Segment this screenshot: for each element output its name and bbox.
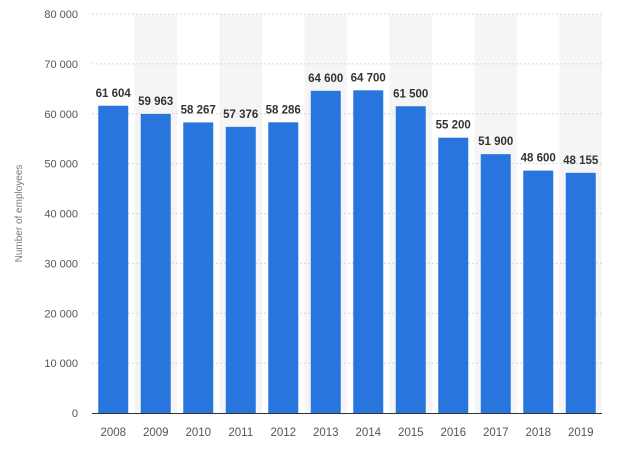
x-tick-label-2015: 2015 <box>398 427 424 439</box>
y-tick-label: 50 000 <box>44 159 78 171</box>
data-label-2010: 58 267 <box>181 104 216 116</box>
x-tick-label-2010: 2010 <box>185 427 211 439</box>
data-label-2008: 61 604 <box>96 88 132 100</box>
x-tick-label-2019: 2019 <box>568 427 594 439</box>
bar-2010 <box>183 122 214 413</box>
bar-2019 <box>565 172 596 413</box>
bar-2017 <box>480 154 511 413</box>
bars <box>98 90 596 414</box>
bar-2012 <box>268 122 299 413</box>
y-tick-label: 60 000 <box>44 109 78 121</box>
x-tick-label-2018: 2018 <box>525 427 551 439</box>
x-tick-label-2012: 2012 <box>270 427 296 439</box>
x-tick-label-2014: 2014 <box>355 427 381 439</box>
y-tick-label: 70 000 <box>44 59 78 71</box>
x-tick-label-2017: 2017 <box>483 427 509 439</box>
bar-2009 <box>140 113 171 413</box>
bar-2008 <box>98 105 129 413</box>
data-label-2014: 64 700 <box>351 72 386 84</box>
x-tick-label-2008: 2008 <box>100 427 126 439</box>
y-tick-label: 10 000 <box>44 358 78 370</box>
bar-2014 <box>353 90 384 413</box>
y-tick-label: 80 000 <box>44 9 78 21</box>
bar-2018 <box>523 170 554 413</box>
data-label-2011: 57 376 <box>223 109 258 121</box>
y-tick-label: 30 000 <box>44 258 78 270</box>
data-label-2012: 58 286 <box>266 104 301 116</box>
y-axis-tick-labels: 0 10 000 20 000 30 000 40 000 50 000 60 000 70 … <box>44 9 78 420</box>
x-tick-label-2011: 2011 <box>228 427 253 439</box>
bar-2015 <box>395 106 426 414</box>
x-axis-tick-labels: 2008 2009 2010 2011 2012 2013 2014 2015 2016 2017… <box>100 427 593 439</box>
bar-2011 <box>225 126 256 414</box>
data-label-2019: 48 155 <box>563 155 599 167</box>
data-label-2018: 48 600 <box>521 153 556 165</box>
x-tick-label-2009: 2009 <box>143 427 169 439</box>
data-label-2015: 61 500 <box>393 88 428 100</box>
y-tick-label: 40 000 <box>44 209 78 221</box>
y-tick-label: 20 000 <box>44 308 78 320</box>
bar-2013 <box>310 90 341 414</box>
y-tick-label: 0 <box>72 408 78 420</box>
y-axis-title: Number of employees <box>14 165 25 263</box>
x-tick-label-2013: 2013 <box>313 427 339 439</box>
data-label-2017: 51 900 <box>478 136 513 148</box>
data-label-2016: 55 200 <box>436 120 471 132</box>
grid-lines <box>92 13 602 364</box>
x-tick-label-2016: 2016 <box>440 427 466 439</box>
data-label-2013: 64 600 <box>308 73 343 85</box>
bar-2016 <box>438 137 469 413</box>
data-label-2009: 59 963 <box>138 96 173 108</box>
data-labels: 61 604 59 963 58 267 57 376 58 286 64 600 64 7… <box>96 72 599 167</box>
